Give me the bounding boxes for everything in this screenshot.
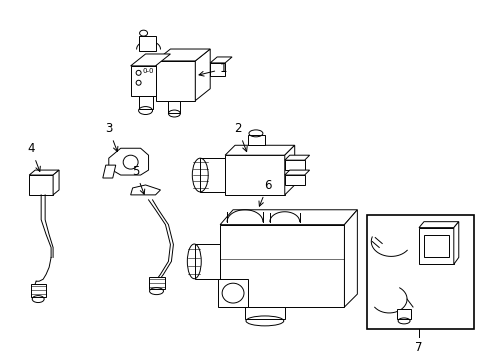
- Text: 0-0: 0-0: [142, 68, 154, 74]
- Text: 2: 2: [234, 122, 246, 152]
- Polygon shape: [396, 309, 410, 319]
- Polygon shape: [418, 222, 458, 228]
- Polygon shape: [220, 225, 344, 307]
- Polygon shape: [418, 228, 453, 264]
- Polygon shape: [284, 155, 309, 160]
- Text: 3: 3: [105, 122, 118, 152]
- Polygon shape: [195, 244, 220, 279]
- Polygon shape: [31, 284, 46, 297]
- Polygon shape: [53, 170, 59, 195]
- Text: 7: 7: [414, 341, 422, 354]
- Text: 4: 4: [27, 142, 40, 171]
- Polygon shape: [284, 145, 294, 195]
- Polygon shape: [108, 148, 148, 175]
- Polygon shape: [210, 57, 232, 63]
- Polygon shape: [218, 279, 247, 307]
- Polygon shape: [244, 307, 284, 319]
- Polygon shape: [29, 175, 53, 195]
- Polygon shape: [168, 100, 180, 113]
- Polygon shape: [344, 210, 357, 307]
- Polygon shape: [247, 135, 264, 145]
- Polygon shape: [224, 155, 284, 195]
- Polygon shape: [130, 185, 160, 195]
- Polygon shape: [155, 49, 210, 61]
- Polygon shape: [155, 61, 195, 100]
- Polygon shape: [195, 49, 210, 100]
- Text: 5: 5: [132, 165, 144, 194]
- Polygon shape: [284, 170, 309, 175]
- Polygon shape: [284, 175, 304, 185]
- Polygon shape: [138, 36, 155, 51]
- Polygon shape: [148, 277, 165, 289]
- Polygon shape: [138, 96, 152, 109]
- Polygon shape: [220, 210, 357, 225]
- Polygon shape: [224, 145, 294, 155]
- Polygon shape: [284, 160, 304, 170]
- Polygon shape: [102, 165, 116, 178]
- Text: 6: 6: [259, 179, 271, 206]
- Polygon shape: [453, 222, 458, 264]
- Polygon shape: [29, 170, 59, 175]
- Polygon shape: [130, 66, 155, 96]
- Polygon shape: [423, 235, 448, 257]
- Text: 1: 1: [199, 62, 227, 76]
- Polygon shape: [200, 158, 224, 192]
- Polygon shape: [130, 54, 170, 66]
- Polygon shape: [210, 63, 224, 76]
